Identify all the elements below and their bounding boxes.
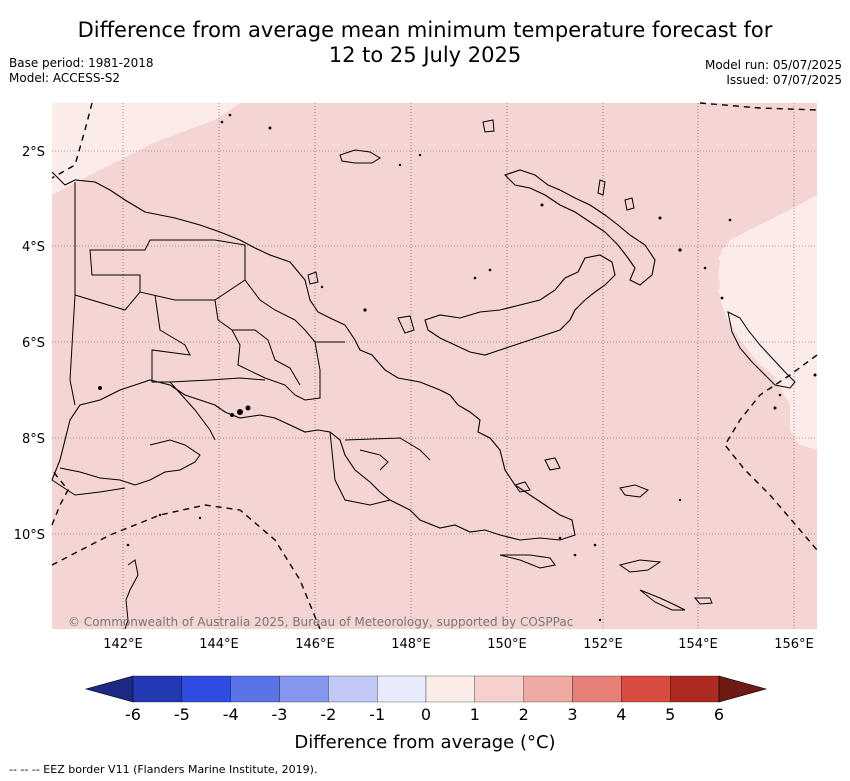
new-britain xyxy=(424,254,616,356)
colorbar-segment xyxy=(621,675,671,703)
light-area-east-fill xyxy=(718,195,817,450)
lat-label-10s: 10°S xyxy=(14,528,45,543)
colorbar-extend-high xyxy=(718,675,768,703)
new-guinea-coast xyxy=(51,171,576,541)
lon-label-152e: 152°E xyxy=(583,637,623,652)
colorbar-segment xyxy=(377,675,427,703)
colorbar-tick-label: -1 xyxy=(369,705,385,724)
colorbar-tick-label: 3 xyxy=(567,705,577,724)
meta-right: Model run: 05/07/2025 Issued: 07/07/2025 xyxy=(705,58,842,88)
colorbar-labels: -6 -5 -4 -3 -2 -1 0 1 2 3 4 5 6 xyxy=(125,705,724,724)
southwest-coast xyxy=(51,479,126,496)
colorbar-segment xyxy=(181,675,231,703)
colorbar-segment xyxy=(572,675,622,703)
model-name: Model: ACCESS-S2 xyxy=(9,71,121,85)
colorbar-segment xyxy=(132,675,182,703)
colorbar-segment xyxy=(523,675,573,703)
lon-label-144e: 144°E xyxy=(199,637,239,652)
copyright-text: © Commonwealth of Australia 2025, Bureau… xyxy=(68,615,573,629)
colorbar-extend-low xyxy=(84,675,134,703)
colorbar-tick-label: -5 xyxy=(174,705,190,724)
lat-label-8s: 8°S xyxy=(22,432,45,447)
meta-left: Base period: 1981-2018 Model: ACCESS-S2 xyxy=(9,56,154,86)
colorbar-tick-label: 5 xyxy=(665,705,675,724)
title-line-1: Difference from average mean minimum tem… xyxy=(77,18,773,42)
lon-label-146e: 146°E xyxy=(295,637,335,652)
colorbar-segment xyxy=(425,675,475,703)
lat-label-2s: 2°S xyxy=(22,145,45,160)
colorbar-tick-label: -4 xyxy=(223,705,239,724)
colorbar-tick-label: 4 xyxy=(616,705,626,724)
manus-island xyxy=(339,149,381,164)
colorbar-tick-label: -2 xyxy=(320,705,336,724)
colorbar-tick-label: 6 xyxy=(714,705,724,724)
map-field xyxy=(52,103,817,629)
colorbar-segment xyxy=(279,675,329,703)
colorbar-segment xyxy=(230,675,280,703)
bougainville xyxy=(727,311,796,389)
new-ireland xyxy=(503,169,656,286)
international-border xyxy=(69,182,76,406)
eez-footnote: -- -- -- EEZ border V11 (Flanders Marine… xyxy=(9,763,318,776)
base-period: Base period: 1981-2018 xyxy=(9,56,154,70)
south-coast xyxy=(59,439,201,486)
colorbar-tick-label: 2 xyxy=(519,705,529,724)
title-line-2: 12 to 25 July 2025 xyxy=(328,43,522,67)
map-title: Difference from average mean minimum tem… xyxy=(0,18,850,68)
lon-label-142e: 142°E xyxy=(103,637,143,652)
lat-label-4s: 4°S xyxy=(22,240,45,255)
light-area-northwest xyxy=(52,103,240,195)
colorbar-tick-label: -3 xyxy=(272,705,288,724)
lon-label-156e: 156°E xyxy=(774,637,814,652)
colorbar-segment xyxy=(474,675,524,703)
colorbar-tick-label: -6 xyxy=(125,705,141,724)
colorbar-tick-label: 1 xyxy=(470,705,480,724)
issued-date: Issued: 07/07/2025 xyxy=(726,73,842,87)
colorbar-segment xyxy=(670,675,720,703)
province-borders xyxy=(74,239,431,506)
colorbar-segment xyxy=(328,675,378,703)
graticule xyxy=(52,103,817,629)
model-run: Model run: 05/07/2025 xyxy=(704,58,842,72)
lon-label-150e: 150°E xyxy=(487,637,527,652)
colorbar xyxy=(84,675,768,703)
lon-label-154e: 154°E xyxy=(678,637,718,652)
colorbar-tick-label: 0 xyxy=(421,705,431,724)
small-islands xyxy=(98,113,817,622)
colorbar-title: Difference from average (°C) xyxy=(294,732,556,753)
eez-borders xyxy=(51,102,818,630)
lat-label-6s: 6°S xyxy=(22,336,45,351)
southeast-islands xyxy=(124,119,713,630)
lon-label-148e: 148°E xyxy=(391,637,431,652)
